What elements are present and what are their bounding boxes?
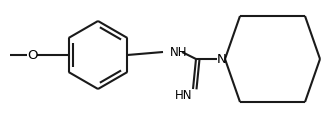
Text: HN: HN	[175, 89, 193, 102]
Text: N: N	[217, 53, 227, 66]
Text: O: O	[27, 49, 37, 62]
Text: NH: NH	[170, 46, 187, 59]
